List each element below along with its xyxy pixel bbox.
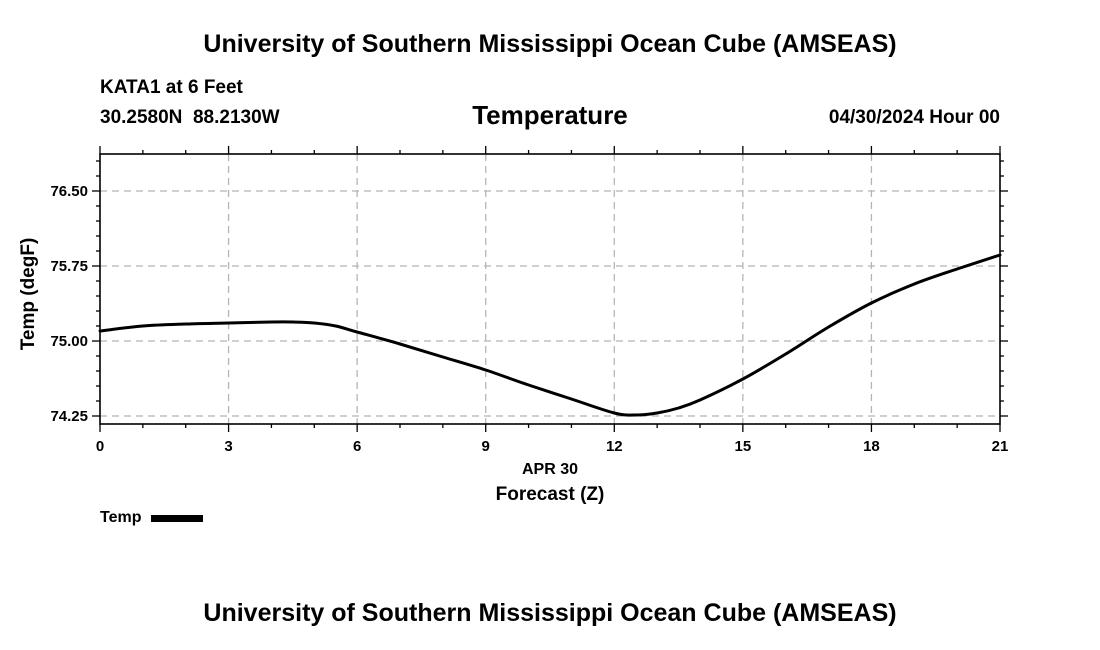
- x-tick-label: 6: [353, 438, 361, 455]
- x-tick-label: 12: [606, 438, 623, 455]
- x-tick-label: 15: [735, 438, 752, 455]
- y-tick-label: 75.75: [50, 258, 88, 275]
- station-label: KATA1 at 6 Feet: [100, 77, 243, 98]
- y-tick-label: 74.25: [50, 408, 88, 425]
- x-tick-label: 18: [863, 438, 880, 455]
- footer-title: University of Southern Mississippi Ocean…: [203, 599, 897, 627]
- y-tick-label: 76.50: [50, 183, 88, 200]
- x-axis-label: Forecast (Z): [496, 484, 605, 505]
- y-tick-label: 75.00: [50, 333, 88, 350]
- x-tick-label: 0: [96, 438, 104, 455]
- x-axis-date-label: APR 30: [522, 461, 578, 478]
- y-axis-label: Temp (degF): [18, 238, 39, 351]
- legend: Temp: [100, 509, 204, 527]
- x-tick-label: 9: [482, 438, 490, 455]
- chart-title: Temperature: [472, 100, 628, 130]
- series-layer: [98, 253, 1002, 417]
- forecast-run-time: 04/30/2024 Hour 00: [828, 107, 1000, 128]
- grid-lines: [100, 154, 1000, 424]
- legend-swatch: [151, 514, 204, 522]
- x-tick-label: 21: [992, 438, 1009, 455]
- x-tick-label: 3: [224, 438, 232, 455]
- legend-label: Temp: [100, 509, 142, 526]
- plot-frame: [99, 153, 1001, 425]
- axes: 0 3 6 9 12 15 18 21 74.25 75.00 75.75 76.50: [50, 146, 1008, 455]
- series-line-temp: [98, 253, 1002, 417]
- page-title: University of Southern Mississippi Ocean…: [203, 30, 897, 58]
- station-coordinates: 30.2580N 88.2130W: [100, 107, 280, 128]
